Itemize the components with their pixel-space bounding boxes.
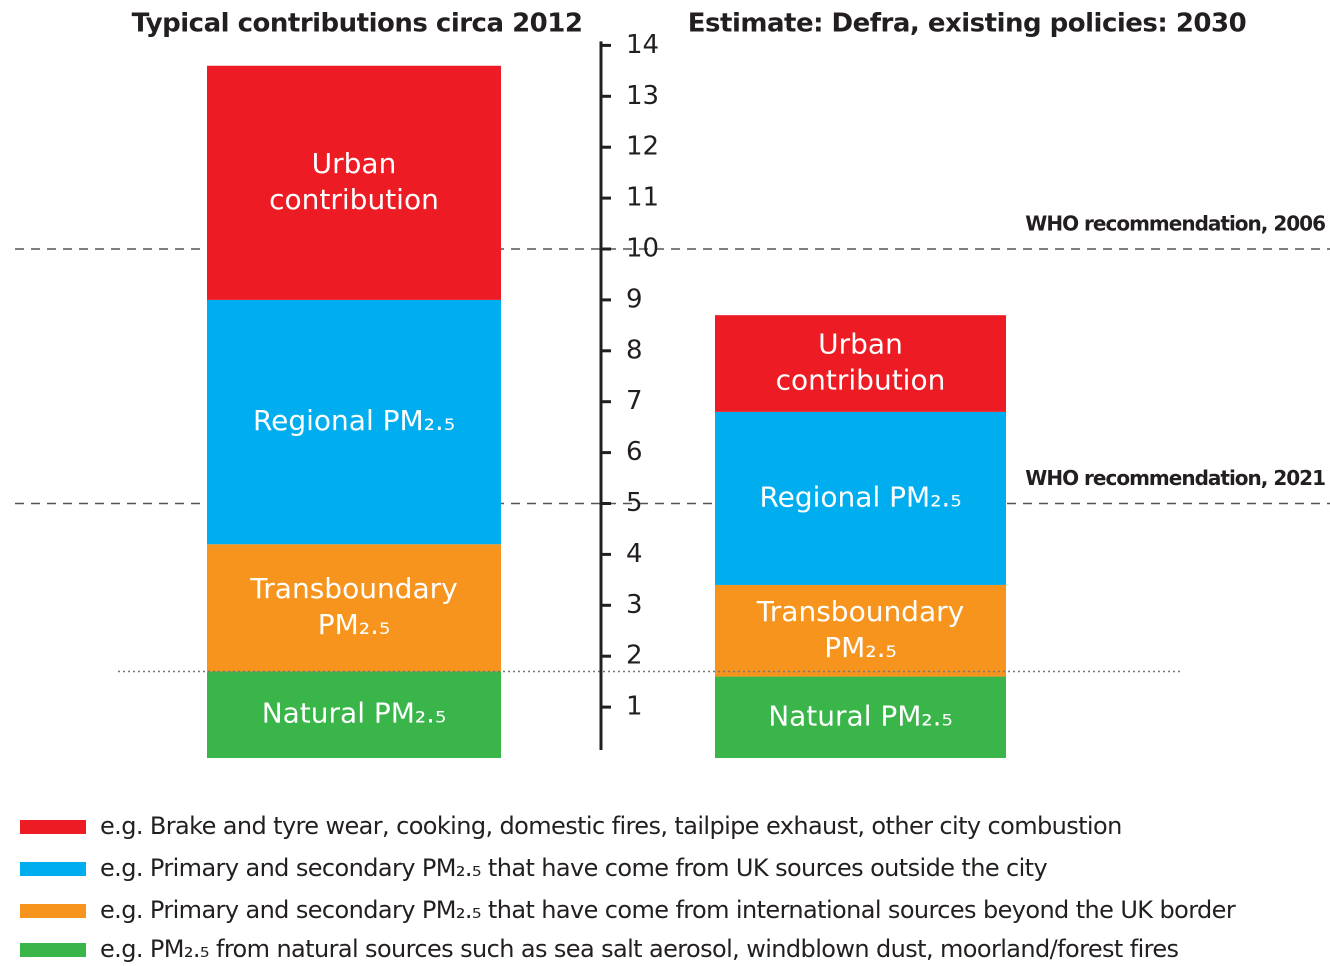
legend-text: e.g. Brake and tyre wear, cooking, domes… <box>100 812 1122 840</box>
bar-segment <box>715 315 1006 412</box>
y-tick-label: 3 <box>626 590 643 620</box>
segment-label-line: Urban <box>818 328 903 361</box>
segment-label-line: Transboundary <box>756 595 964 628</box>
segment-label: Regional PM₂.₅ <box>759 480 961 513</box>
bar-segment <box>715 584 1006 677</box>
segment-label: Natural PM₂.₅ <box>768 699 953 732</box>
segment-label: Urban contribution <box>269 147 439 216</box>
segment-label: Regional PM₂.₅ <box>253 404 455 437</box>
legend-swatch <box>20 820 86 834</box>
reference-label: WHO recommendation, 2021 <box>1025 466 1325 490</box>
segment-label: Transboundary PM₂.₅ <box>756 595 964 664</box>
bar-segment <box>207 65 501 300</box>
y-tick-label: 2 <box>626 641 643 671</box>
y-tick-label: 12 <box>626 132 659 162</box>
y-tick-label: 14 <box>626 30 659 60</box>
bar-segment <box>207 299 501 545</box>
segment-label-line: contribution <box>776 364 946 397</box>
y-tick-label: 9 <box>626 284 643 314</box>
segment-label-line: contribution <box>269 183 439 216</box>
bar-segment <box>715 676 1006 758</box>
bar-segment <box>207 544 501 672</box>
legend-swatch <box>20 862 86 876</box>
category-title: Typical contributions circa 2012 <box>132 9 583 39</box>
legend-swatch <box>20 904 86 918</box>
legend-swatch <box>20 943 86 957</box>
legend-text: e.g. PM₂.₅ from natural sources such as … <box>100 935 1179 963</box>
bar-segment <box>715 411 1006 585</box>
y-tick-label: 13 <box>626 81 659 111</box>
segment-label-line: Transboundary <box>249 572 457 605</box>
segment-label: Transboundary PM₂.₅ <box>249 572 457 641</box>
category-title: Estimate: Defra, existing policies: 2030 <box>688 9 1246 39</box>
y-tick-label: 6 <box>626 437 643 467</box>
segment-label-line: PM₂.₅ <box>318 608 390 641</box>
legend-text: e.g. Primary and secondary PM₂.₅ that ha… <box>100 854 1047 882</box>
y-tick-label: 11 <box>626 183 659 213</box>
reference-label: WHO recommendation, 2006 <box>1025 212 1325 236</box>
legend-text: e.g. Primary and secondary PM₂.₅ that ha… <box>100 896 1236 924</box>
y-tick-label: 1 <box>626 692 643 722</box>
segment-label-line: PM₂.₅ <box>824 631 896 664</box>
segment-label: Urban contribution <box>776 328 946 397</box>
segment-label: Natural PM₂.₅ <box>262 697 447 730</box>
y-tick-label: 8 <box>626 335 643 365</box>
y-tick-label: 7 <box>626 386 643 416</box>
segment-label-line: Urban <box>312 147 397 180</box>
bar-segment <box>207 671 501 758</box>
y-tick-label: 5 <box>626 488 643 518</box>
y-tick-label: 4 <box>626 539 643 569</box>
y-tick-label: 10 <box>626 234 659 264</box>
